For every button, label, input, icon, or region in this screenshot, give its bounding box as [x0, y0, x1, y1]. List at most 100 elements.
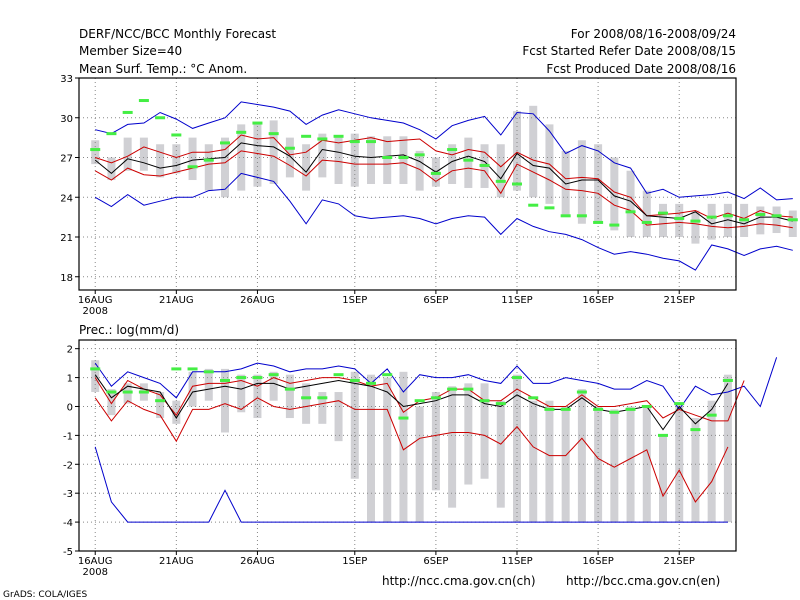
- member-range-box: [123, 137, 132, 171]
- member-range-box: [561, 406, 570, 523]
- forecast-marker: [366, 140, 376, 144]
- x-tick-label: 6SEP: [423, 295, 448, 306]
- member-range-box: [383, 377, 392, 523]
- forecast-marker: [155, 116, 166, 120]
- member-range-box: [448, 144, 457, 184]
- y-tick-label: -1: [63, 431, 73, 442]
- member-range-box: [691, 418, 700, 523]
- forecast-marker: [447, 387, 458, 391]
- x-tick-year-label: 2008: [82, 306, 107, 317]
- series-line-p75: [95, 134, 793, 220]
- forecast-marker: [187, 367, 198, 371]
- member-range-box: [464, 383, 473, 485]
- forecast-marker: [593, 220, 604, 224]
- member-range-box: [626, 406, 635, 523]
- footer-url-ncc: http://ncc.cma.gov.cn(ch): [382, 574, 536, 588]
- member-range-box: [399, 371, 408, 523]
- member-range-box: [642, 190, 651, 237]
- y-tick-label: 24: [60, 193, 73, 204]
- member-range-box: [253, 124, 262, 187]
- forecast-marker: [512, 376, 522, 380]
- x-tick-label: 11SEP: [501, 295, 532, 306]
- plot-frame: [78, 339, 737, 552]
- x-tick-label: 21AUG: [159, 556, 194, 567]
- forecast-marker: [674, 402, 685, 406]
- member-range-box: [496, 144, 505, 198]
- forecast-marker: [706, 413, 717, 417]
- member-range-box: [594, 144, 603, 224]
- forecast-marker: [544, 206, 555, 210]
- forecast-marker: [220, 378, 230, 382]
- member-range-box: [675, 403, 684, 523]
- x-tick-label: 1SEP: [342, 556, 367, 567]
- x-tick-label: 11SEP: [501, 556, 532, 567]
- member-range-box: [642, 406, 651, 523]
- forecast-marker: [755, 212, 766, 216]
- forecast-marker: [658, 433, 668, 437]
- y-tick-label: 33: [60, 74, 73, 85]
- plot-frame: [78, 77, 737, 291]
- member-range-box: [367, 374, 375, 523]
- series-line-p25: [94, 397, 729, 503]
- member-range-box: [334, 392, 343, 442]
- forecast-marker: [674, 216, 685, 220]
- member-range-box: [577, 389, 586, 523]
- x-tick-label: 16SEP: [582, 295, 613, 306]
- member-range-box: [204, 144, 213, 191]
- forecast-marker: [593, 407, 604, 411]
- forecast-marker: [414, 153, 425, 157]
- forecast-marker: [495, 179, 506, 183]
- member-range-box: [204, 368, 213, 401]
- x-tick-label: 16AUG: [78, 295, 113, 306]
- member-range-box: [545, 400, 554, 523]
- forecast-marker: [317, 396, 328, 400]
- member-range-box: [496, 400, 505, 508]
- member-range-box: [221, 137, 229, 198]
- forecast-marker: [122, 110, 133, 114]
- forecast-marker: [641, 220, 652, 224]
- member-range-box: [302, 383, 311, 424]
- x-tick-label: 6SEP: [423, 556, 448, 567]
- member-range-box: [756, 206, 765, 235]
- y-tick-label: -4: [63, 518, 73, 529]
- x-tick-label: 26AUG: [240, 295, 275, 306]
- y-tick-label: 2: [67, 345, 73, 356]
- forecast-marker: [284, 387, 295, 391]
- member-range-box: [107, 389, 116, 416]
- forecast-marker: [301, 134, 312, 138]
- series-line-p25: [94, 150, 793, 229]
- forecast-marker: [236, 376, 247, 380]
- forecast-marker: [544, 407, 555, 411]
- x-tick-label: 21SEP: [664, 556, 695, 567]
- x-tick-label: 26AUG: [240, 556, 275, 567]
- footer-credit: GrADS: COLA/IGES: [3, 590, 87, 600]
- forecast-marker: [576, 390, 587, 394]
- member-range-box: [383, 136, 392, 184]
- member-range-box: [723, 203, 732, 237]
- member-range-box: [691, 210, 700, 244]
- x-tick-label: 21SEP: [664, 295, 695, 306]
- forecast-marker: [382, 373, 393, 377]
- member-range-box: [772, 206, 781, 234]
- member-range-box: [707, 203, 716, 240]
- y-tick-label: 30: [60, 114, 73, 125]
- forecast-marker: [106, 132, 117, 136]
- member-range-box: [675, 203, 684, 237]
- header-produced: Fcst Produced Date 2008/08/16: [546, 62, 736, 76]
- forecast-marker: [252, 376, 263, 380]
- forecast-marker: [220, 141, 230, 145]
- member-range-box: [626, 170, 635, 237]
- series-line-mean: [94, 374, 729, 431]
- member-range-box: [350, 133, 359, 187]
- series-line-min: [94, 172, 793, 271]
- member-range-box: [318, 133, 327, 178]
- forecast-marker: [187, 165, 198, 169]
- forecast-marker: [479, 163, 490, 167]
- forecast-marker: [203, 158, 214, 162]
- forecast-marker: [138, 99, 149, 103]
- forecast-marker: [284, 146, 295, 150]
- member-range-box: [269, 371, 278, 401]
- forecast-marker: [301, 396, 312, 400]
- forecast-marker: [722, 378, 733, 382]
